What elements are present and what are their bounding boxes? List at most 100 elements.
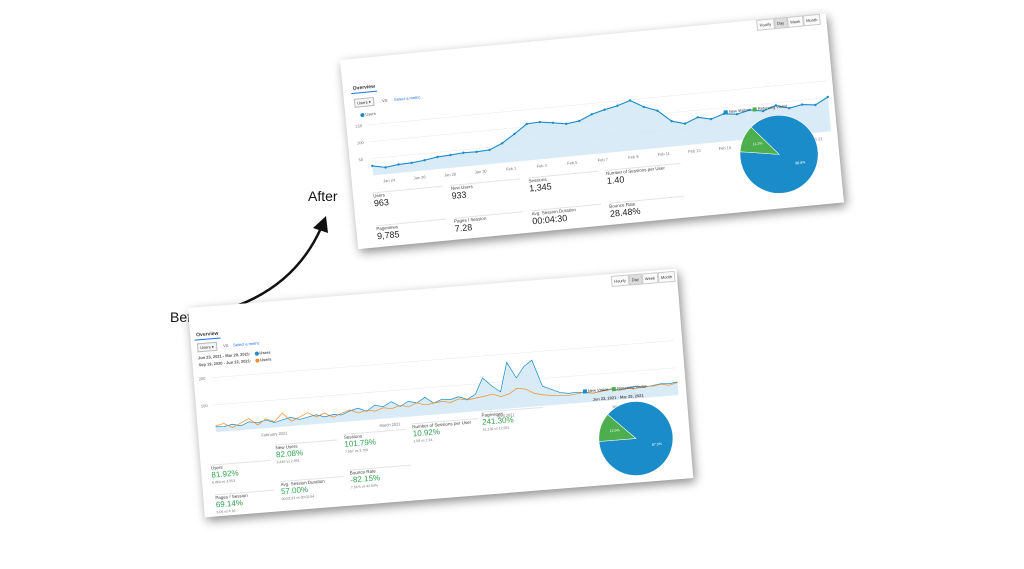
data-point[interactable] [449, 153, 452, 157]
data-point[interactable] [774, 104, 777, 107]
select-metric-link[interactable]: Select a metric [393, 94, 421, 102]
week-button[interactable]: Week [641, 272, 659, 285]
x-tick-label: Feb 21 [810, 136, 824, 142]
data-point[interactable] [551, 121, 555, 124]
data-point[interactable] [696, 116, 699, 119]
vs-label: VS [222, 342, 229, 349]
week-button[interactable]: Week [786, 15, 804, 28]
series-line-1 [215, 382, 678, 428]
series-area [372, 96, 832, 176]
tile-avg-session-duration[interactable]: Avg. Session Duration 57.00% 00:02:33 vs… [280, 476, 346, 502]
tile-sessions[interactable]: Sessions 1,345 [528, 170, 600, 194]
data-point[interactable] [603, 108, 606, 111]
data-point[interactable] [683, 122, 687, 125]
gridline [368, 80, 827, 126]
tile-avg-session-duration[interactable]: Avg. Session Duration 00:04:30 [531, 203, 603, 227]
data-point[interactable] [814, 103, 817, 107]
tile-new-users[interactable]: New Users 933 [450, 178, 522, 201]
tile-bounce-rate[interactable]: Bounce Rate 28.48% [608, 195, 686, 219]
tile-bounce-rate[interactable]: Bounce Rate -82.15% 7.61% vs 42.64% [349, 464, 413, 490]
vs-label: VS [381, 97, 388, 104]
data-point[interactable] [656, 109, 659, 112]
day-button[interactable]: Day [628, 273, 643, 286]
data-point[interactable] [436, 155, 439, 159]
metric-select[interactable]: Users ▾ [353, 96, 375, 108]
x-tick-label: April 2021 [496, 412, 515, 418]
x-tick-label: Feb 15 [718, 145, 732, 151]
data-point[interactable] [590, 113, 593, 116]
overview-tab[interactable]: Overview [193, 329, 221, 341]
data-point[interactable] [525, 122, 528, 126]
tile-sessions-per-user[interactable]: Number of Sessions per User 1.40 [605, 162, 682, 186]
metric-select-value: Users [356, 99, 368, 106]
tile-pages-per-session[interactable]: Pages / Session 69.14% 5.09 vs 4.16 [215, 489, 277, 515]
data-point[interactable] [800, 103, 804, 106]
data-point[interactable] [565, 122, 568, 126]
granularity-buttons: Hourly Day Week Month [610, 270, 676, 287]
x-tick-label: Feb 5 [567, 160, 578, 166]
data-point[interactable] [826, 95, 829, 99]
pie-slice-label: 12.5% [610, 428, 620, 433]
x-tick-label: Feb 9 [628, 154, 639, 160]
data-point[interactable] [709, 117, 713, 121]
hourly-button[interactable]: Hourly [756, 18, 775, 31]
x-tick-label: Jan 30 [474, 168, 487, 174]
tile-users[interactable]: Users 963 [372, 185, 445, 209]
hourly-button[interactable]: Hourly [610, 274, 630, 287]
x-tick-label: Jan 28 [444, 171, 457, 177]
y-tick-label: 150 [355, 123, 363, 129]
select-metric-link[interactable]: Select a metric [232, 340, 260, 348]
data-point[interactable] [513, 132, 516, 136]
data-point[interactable] [748, 108, 752, 112]
pie-slice-1[interactable] [738, 125, 780, 158]
data-point[interactable] [628, 99, 632, 102]
data-point[interactable] [642, 105, 646, 109]
data-point[interactable] [761, 109, 765, 113]
data-point[interactable] [670, 119, 673, 123]
y-tick-label: 100 [357, 140, 365, 146]
before-screenshot: Hourly Day Week Month Overview Users ▾ V… [188, 268, 694, 518]
overview-tab[interactable]: Overview [350, 82, 378, 95]
data-point[interactable] [371, 164, 374, 168]
tile-pageviews[interactable]: Pageviews 9,785 [376, 218, 448, 242]
pie-slice-label: 87.5% [652, 442, 662, 447]
data-point[interactable] [578, 119, 581, 123]
y-tick-label: 50 [358, 157, 364, 162]
x-tick-label: Feb 11 [658, 151, 671, 157]
range-1-series: Users [259, 349, 271, 356]
tile-users[interactable]: Users 81.92% 6,464 vs 3,553 [210, 459, 273, 485]
tile-sessions[interactable]: Sessions 101.79% 7,567 vs 3,750 [343, 428, 408, 454]
data-point[interactable] [384, 166, 387, 169]
month-button[interactable]: Month [657, 270, 676, 284]
data-point[interactable] [735, 113, 739, 116]
pie-slice-1[interactable] [597, 412, 637, 442]
tile-new-users[interactable]: New Users 82.08% 5,449 vs 2,991 [275, 439, 339, 465]
data-point[interactable] [616, 104, 619, 107]
tile-pageviews[interactable]: Pageviews 241.30% 41,130 vs 12,051 [481, 406, 545, 432]
day-button[interactable]: Day [773, 16, 788, 30]
tile-pages-per-session[interactable]: Pages / Session 7.28 [453, 211, 525, 234]
series-area [215, 360, 679, 433]
x-tick-label: Jan 26 [413, 174, 426, 180]
data-point[interactable] [397, 163, 400, 166]
data-point[interactable] [538, 120, 541, 124]
x-tick-label: Feb 7 [597, 157, 608, 163]
x-tick-label: March 2021 [379, 421, 401, 428]
x-tick-label: Feb 13 [688, 148, 702, 154]
data-point[interactable] [788, 106, 791, 110]
x-tick-label: Feb 3 [536, 163, 547, 169]
data-point[interactable] [475, 150, 478, 154]
data-point[interactable] [488, 148, 491, 152]
tile-sessions-per-user[interactable]: Number of Sessions per User 10.92% 1.58 … [411, 418, 480, 444]
data-point[interactable] [410, 161, 413, 165]
metric-select[interactable]: Users ▾ [196, 341, 218, 353]
data-point[interactable] [423, 159, 426, 162]
after-screenshot: Hourly Day Week Month Overview Users ▾ V… [340, 13, 844, 250]
data-point[interactable] [500, 142, 504, 145]
data-point[interactable] [462, 151, 465, 154]
range-2-series: Users [260, 356, 272, 363]
series-line-0 [215, 359, 678, 428]
month-button[interactable]: Month [802, 13, 821, 27]
after-pie-chart: 88.8% 11.2% [738, 115, 819, 194]
x-tick-label: Jan 24 [383, 177, 396, 183]
